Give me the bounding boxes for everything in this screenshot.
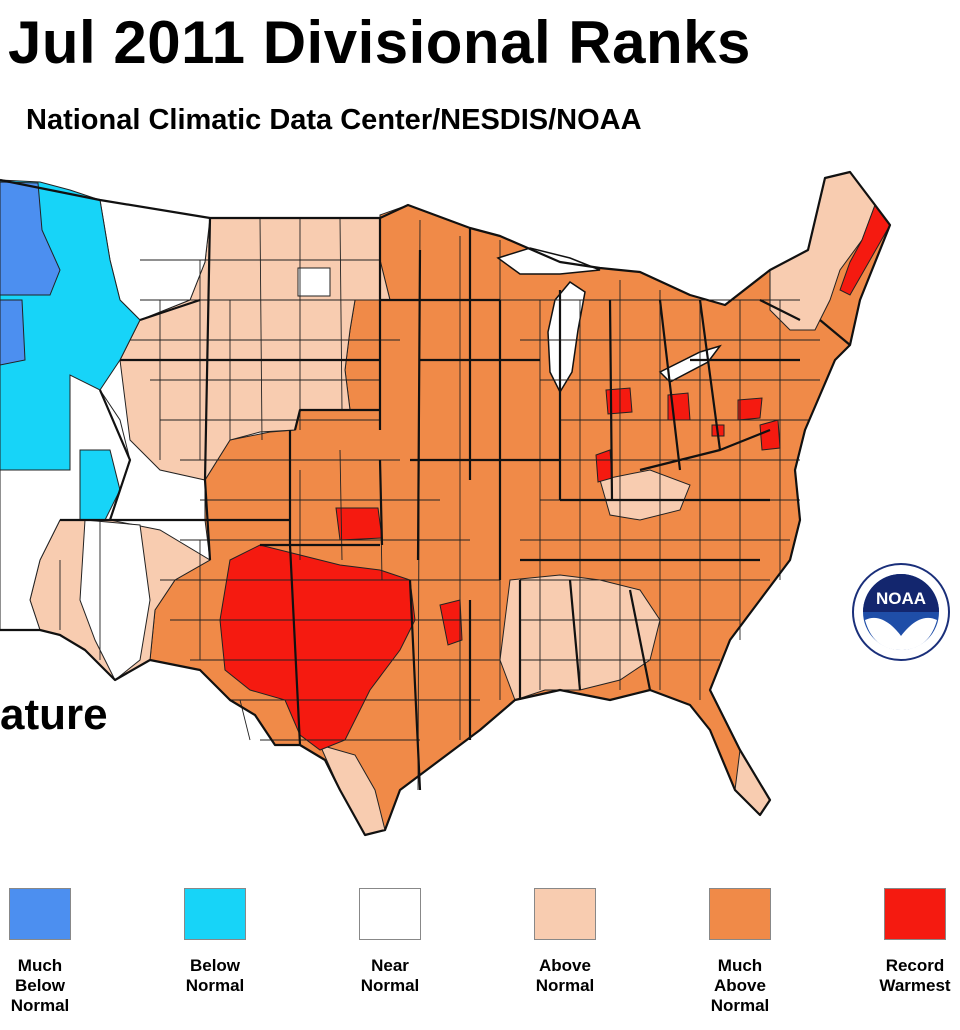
region-near-normal-north-dakota-cell [297,267,331,297]
region-above-normal-florida-south [734,748,771,816]
state-borders [60,217,851,791]
legend-item: Below Normal [155,888,275,996]
map-legend: Much Below Normal Below Normal Near Normal… [0,888,960,1028]
region-much-below-normal-northwest [0,181,61,296]
legend-swatch [884,888,946,940]
legend-item: Much Above Normal [680,888,800,1016]
legend-swatch [534,888,596,940]
region-record-warmest-maryland-cell [759,419,781,451]
map-side-label: ature [0,690,108,739]
region-record-warmest-oklahoma-cell [335,507,383,541]
region-below-normal-great-basin [79,449,121,521]
legend-label: Below Normal [185,956,245,995]
legend-item: Above Normal [505,888,625,996]
legend-item: Much Below Normal [0,888,100,1016]
legend-label: Much Above Normal [710,956,770,1015]
legend-swatch [709,888,771,940]
region-record-warmest-louisiana-cell [439,599,463,646]
region-record-warmest-southern-plains [219,544,416,751]
legend-swatch [184,888,246,940]
legend-swatch [9,888,71,940]
legend-label: Record Warmest [879,956,951,995]
us-divisional-ranks-map [0,170,892,837]
legend-item: Record Warmest [855,888,960,996]
region-much-below-normal-oregon [0,299,26,366]
legend-item: Near Normal [330,888,450,996]
region-near-normal-arizona [79,519,151,681]
region-record-warmest-indiana-cell [605,387,633,415]
lake-michigan [547,281,586,394]
noaa-logo-text: NOAA [876,589,926,608]
noaa-logo-icon: NOAA [852,563,950,661]
legend-label: Near Normal [360,956,420,995]
region-record-warmest-kentucky-cell [595,449,613,483]
us-outline [0,170,892,837]
legend-label: Much Below Normal [10,956,70,1015]
legend-label: Above Normal [535,956,595,995]
region-record-warmest-pennsylvania-cell [737,397,763,421]
map-title: Jul 2011 Divisional Ranks [8,9,751,76]
legend-swatch [359,888,421,940]
region-above-normal-kentucky [599,469,691,521]
map-subtitle: National Climatic Data Center/NESDIS/NOA… [26,104,642,136]
